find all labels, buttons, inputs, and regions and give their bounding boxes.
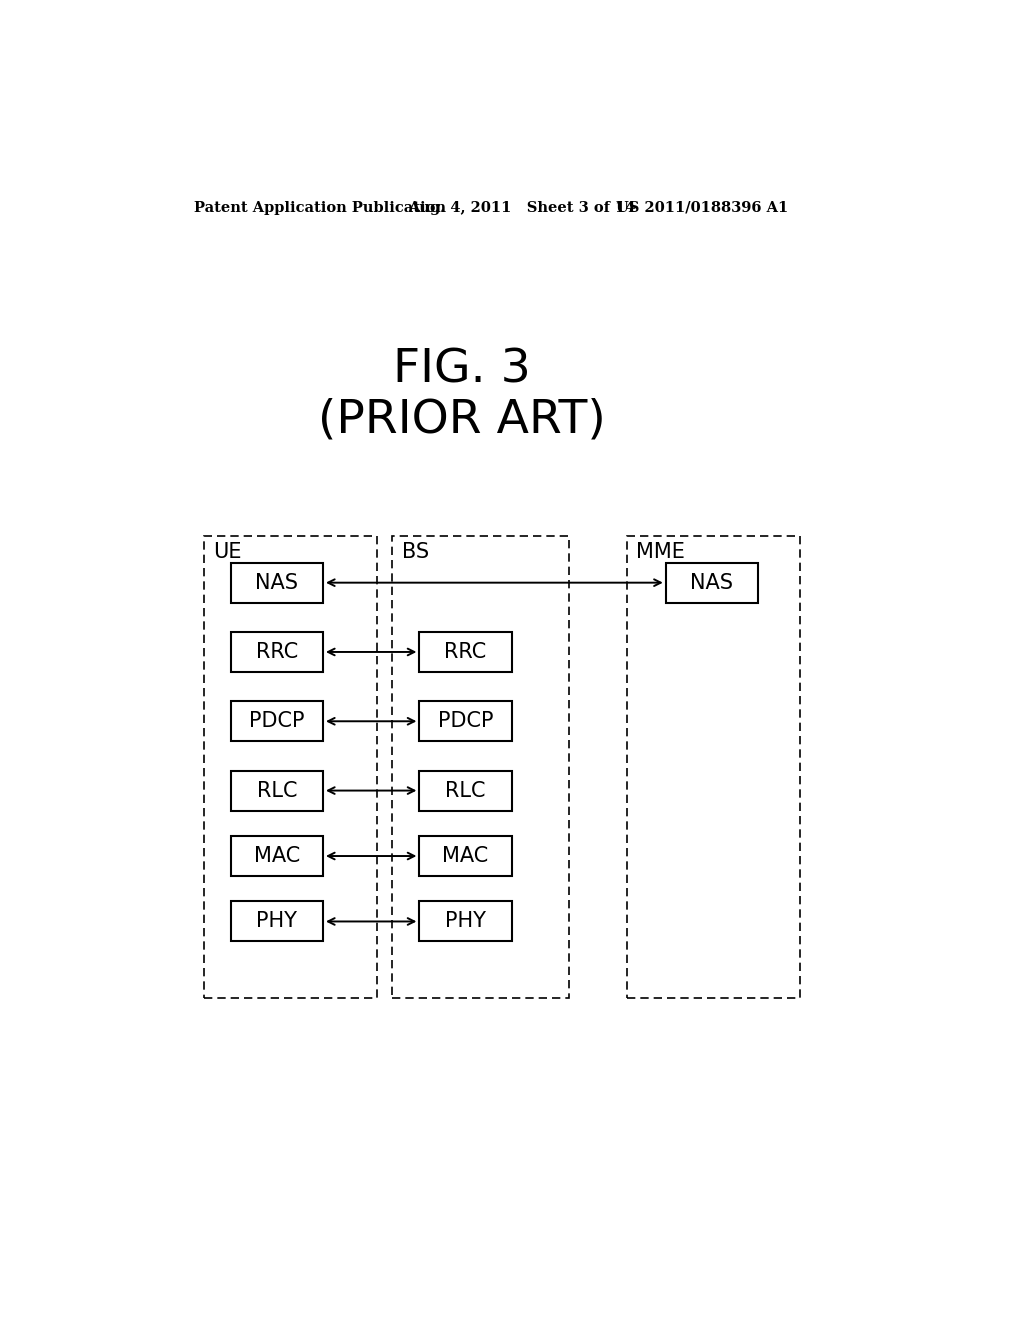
Text: MAC: MAC [254,846,300,866]
Text: UE: UE [213,543,242,562]
Text: Aug. 4, 2011   Sheet 3 of 14: Aug. 4, 2011 Sheet 3 of 14 [408,201,635,215]
Bar [419,836,512,876]
Text: PHY: PHY [445,912,486,932]
Text: PDCP: PDCP [438,711,494,731]
Bar [230,902,323,941]
Text: NAS: NAS [690,573,733,593]
Text: US 2011/0188396 A1: US 2011/0188396 A1 [615,201,787,215]
Bar [392,536,569,998]
Text: FIG. 3: FIG. 3 [393,347,530,392]
Bar [230,836,323,876]
Bar [230,632,323,672]
Text: RRC: RRC [256,642,298,661]
Text: BS: BS [401,543,429,562]
Text: PDCP: PDCP [249,711,304,731]
Bar [419,902,512,941]
Text: RLC: RLC [257,780,297,800]
Bar [230,771,323,810]
Text: PHY: PHY [256,912,297,932]
Bar [666,562,758,603]
Text: Patent Application Publication: Patent Application Publication [194,201,445,215]
Bar [419,701,512,742]
Bar [204,536,377,998]
Text: (PRIOR ART): (PRIOR ART) [317,397,605,442]
Text: RRC: RRC [444,642,486,661]
Text: NAS: NAS [255,573,298,593]
Bar [230,562,323,603]
Bar [230,701,323,742]
Bar [419,632,512,672]
Bar [419,771,512,810]
Bar [628,536,801,998]
Text: RLC: RLC [445,780,485,800]
Text: MAC: MAC [442,846,488,866]
Text: MME: MME [637,543,685,562]
